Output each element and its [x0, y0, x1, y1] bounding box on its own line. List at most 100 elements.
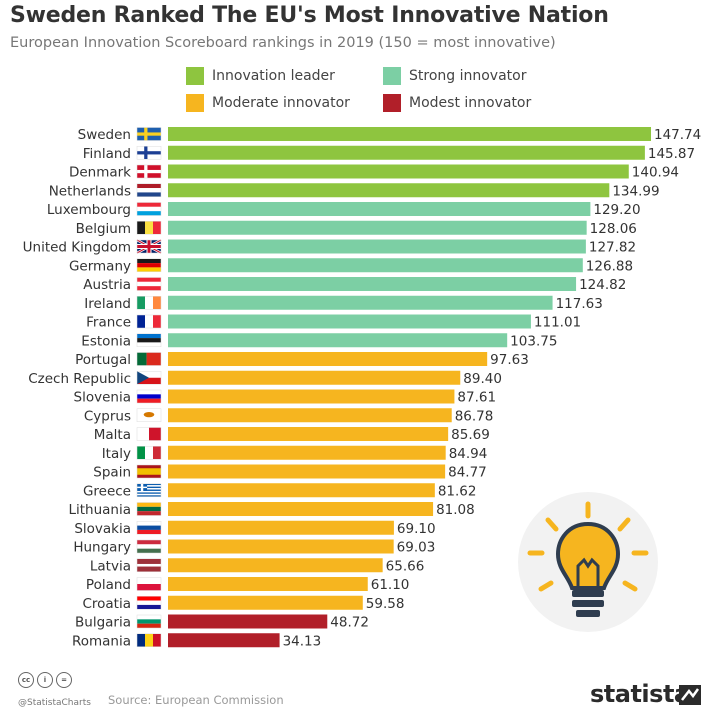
value-label: 69.10 — [397, 521, 436, 537]
value-label: 117.63 — [556, 296, 603, 312]
flag-icon — [136, 277, 162, 291]
value-label: 34.13 — [283, 633, 322, 649]
flag-icon — [136, 146, 162, 160]
country-label: Sweden — [78, 127, 131, 143]
bar — [168, 239, 586, 254]
country-label: Malta — [94, 427, 131, 443]
bar-chart: Sweden 147.74 Finland 145.87 Denmark 140.94 Ne… — [23, 127, 701, 649]
flag-icon — [136, 183, 162, 197]
bar — [168, 314, 531, 329]
flag-icon — [136, 352, 162, 366]
flag-icon — [136, 558, 162, 572]
country-label: Slovakia — [74, 521, 131, 537]
legend-item-strong: Strong innovator — [383, 66, 526, 86]
value-label: 140.94 — [632, 165, 679, 181]
value-label: 81.62 — [438, 483, 477, 499]
creative-commons-icon: cc — [18, 672, 34, 688]
value-label: 103.75 — [510, 333, 557, 349]
bar — [168, 183, 610, 198]
value-label: 84.77 — [448, 465, 487, 481]
value-label: 86.78 — [455, 408, 494, 424]
bar — [168, 277, 577, 291]
value-label: 129.20 — [593, 202, 640, 218]
value-label: 124.82 — [579, 277, 626, 293]
value-label: 81.08 — [436, 502, 475, 518]
flag-icon — [136, 577, 162, 591]
bar — [168, 633, 280, 648]
license-icons: cc i = — [18, 672, 72, 688]
flag-icon — [136, 296, 162, 310]
legend-swatch-moderate — [186, 94, 204, 112]
flag-icon — [136, 258, 162, 272]
flag-icon — [136, 633, 162, 647]
flag-icon — [136, 127, 162, 141]
country-label: Bulgaria — [75, 615, 131, 631]
country-label: Netherlands — [49, 183, 131, 199]
flag-icon — [136, 502, 162, 516]
attribution-icon: i — [37, 672, 53, 688]
bar — [168, 445, 446, 460]
legend-label-modest: Modest innovator — [409, 95, 532, 111]
country-label: Czech Republic — [28, 371, 131, 387]
flag-icon — [136, 408, 162, 422]
country-label: Ireland — [84, 296, 131, 312]
country-label: Spain — [93, 465, 131, 481]
bar — [168, 577, 368, 591]
legend-item-moderate: Moderate innovator — [186, 93, 350, 113]
bar — [168, 520, 394, 535]
country-label: Luxembourg — [47, 202, 131, 218]
value-label: 134.99 — [612, 183, 659, 199]
country-label: Denmark — [69, 165, 131, 181]
bar — [168, 202, 591, 216]
value-label: 65.66 — [386, 558, 425, 574]
country-label: Germany — [69, 258, 131, 274]
bar — [168, 145, 645, 160]
bar — [168, 370, 461, 385]
bar — [168, 539, 394, 554]
flag-icon — [136, 371, 162, 385]
statista-brand[interactable]: statista — [590, 680, 690, 708]
bar — [168, 427, 449, 441]
country-label: Latvia — [90, 558, 131, 574]
bar — [168, 464, 446, 479]
flag-icon — [136, 483, 162, 497]
bar — [168, 333, 508, 348]
legend-label-moderate: Moderate innovator — [212, 95, 350, 111]
value-label: 126.88 — [586, 258, 633, 274]
legend-swatch-leader — [186, 67, 204, 85]
bar — [168, 614, 328, 629]
statista-handle[interactable]: @StatistaCharts — [18, 698, 91, 708]
value-label: 147.74 — [654, 127, 701, 143]
country-label: Cyprus — [84, 408, 131, 424]
bar — [168, 258, 583, 273]
value-label: 48.72 — [330, 615, 369, 631]
legend-label-leader: Innovation leader — [212, 68, 335, 84]
flag-icon — [136, 202, 162, 216]
value-label: 111.01 — [534, 315, 581, 331]
source-note: Source: European Commission — [108, 693, 284, 707]
flag-icon — [136, 539, 162, 554]
no-derivatives-icon: = — [56, 672, 72, 688]
flag-icon — [136, 333, 162, 347]
bar — [168, 127, 651, 141]
flag-icon — [136, 614, 162, 629]
flag-icon — [136, 446, 162, 460]
flag-icon — [136, 164, 162, 179]
legend-item-modest: Modest innovator — [383, 93, 531, 113]
legend-swatch-modest — [383, 94, 401, 112]
bar — [168, 483, 435, 498]
country-label: Lithuania — [68, 502, 131, 518]
bar — [168, 389, 455, 404]
country-label: France — [86, 315, 131, 331]
chart-title: Sweden Ranked The EU's Most Innovative N… — [10, 3, 609, 28]
country-label: Greece — [83, 483, 131, 499]
value-label: 61.10 — [371, 577, 410, 593]
value-label: 69.03 — [397, 540, 436, 556]
value-label: 85.69 — [451, 427, 490, 443]
country-label: Estonia — [81, 333, 131, 349]
value-label: 127.82 — [589, 240, 636, 256]
legend-item-leader: Innovation leader — [186, 66, 335, 86]
country-label: United Kingdom — [23, 240, 131, 256]
bar — [168, 295, 553, 310]
value-label: 59.58 — [366, 596, 405, 612]
